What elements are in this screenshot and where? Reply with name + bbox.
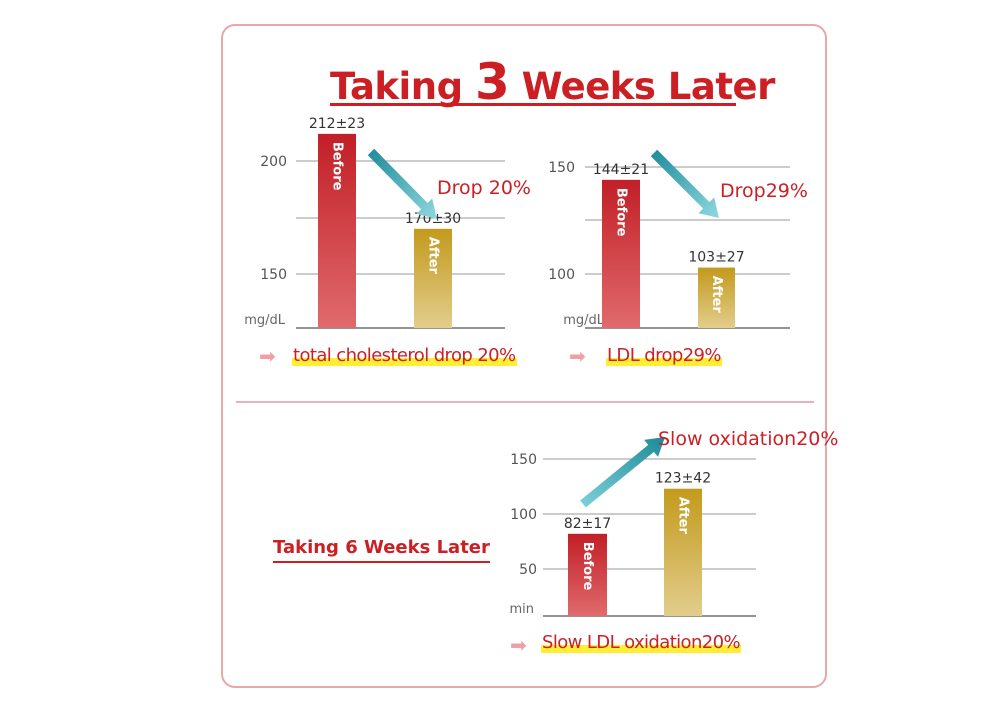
- bar-value-label: 82±17: [564, 516, 611, 532]
- change-annotation: Drop 20%: [437, 177, 531, 199]
- bar-category-label: After: [426, 237, 441, 275]
- unit-label: mg/dL: [244, 313, 286, 328]
- bar-category-label: Before: [580, 542, 595, 591]
- bar-after: [664, 488, 702, 616]
- six-weeks-title: Taking 6 Weeks Later: [273, 536, 490, 563]
- trend-down-arrow-icon: [367, 148, 437, 219]
- bar-value-label: 103±27: [688, 250, 744, 266]
- unit-label: mg/dL: [563, 313, 605, 328]
- trend-down-arrow-icon: [650, 149, 719, 218]
- bar-category-label: After: [709, 276, 724, 314]
- y-tick-label: 200: [260, 154, 287, 170]
- trend-up-arrow-icon: [580, 437, 665, 508]
- bar-category-label: After: [676, 497, 691, 535]
- bar-after: [698, 267, 735, 328]
- bar-value-label: 170±30: [405, 211, 461, 227]
- bar-after: [414, 228, 452, 328]
- y-tick-label: 100: [548, 267, 575, 283]
- bar-value-label: 123±42: [655, 471, 711, 487]
- change-annotation: Slow oxidation20%: [658, 428, 838, 450]
- unit-label: min: [509, 602, 534, 617]
- cholesterol-caption: total cholesterol drop 20%: [292, 345, 517, 366]
- y-tick-label: 150: [260, 267, 287, 283]
- y-tick-label: 150: [548, 160, 575, 176]
- bar-category-label: Before: [614, 188, 629, 237]
- section-divider: [236, 401, 814, 403]
- change-annotation: Drop29%: [720, 180, 808, 202]
- bar-value-label: 144±21: [593, 162, 649, 178]
- bar-before: [318, 133, 356, 328]
- bar-category-label: Before: [330, 142, 345, 191]
- y-tick-label: 150: [510, 452, 537, 468]
- bar-before: [568, 533, 607, 616]
- weeks-number: 3: [474, 53, 510, 111]
- caption-arrow-icon: ➡: [510, 635, 527, 657]
- main-title: Taking 3 Weeks Later: [330, 53, 775, 111]
- y-tick-label: 50: [519, 562, 537, 578]
- oxidation-caption: Slow LDL oxidation20%: [541, 632, 741, 653]
- ldl-caption: LDL drop29%: [606, 345, 722, 366]
- bar-before: [602, 179, 640, 328]
- caption-arrow-icon: ➡: [259, 346, 276, 368]
- bar-value-label: 212±23: [309, 116, 365, 132]
- y-tick-label: 100: [510, 507, 537, 523]
- title-underline: [330, 103, 736, 106]
- caption-arrow-icon: ➡: [569, 346, 586, 368]
